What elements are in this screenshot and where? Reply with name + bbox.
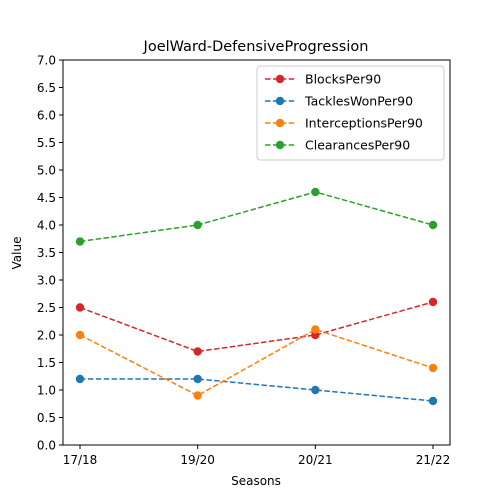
series-BlocksPer90 — [75, 297, 438, 356]
chart-title: JoelWard-DefensiveProgression — [143, 39, 369, 55]
y-tick-label: 6.0 — [37, 109, 56, 123]
y-tick-label: 7.0 — [37, 54, 56, 68]
legend-marker — [275, 140, 285, 150]
legend-item: InterceptionsPer90 — [265, 116, 423, 131]
y-tick-label: 1.5 — [37, 356, 56, 370]
x-tick-label: 21/22 — [416, 453, 451, 467]
data-point — [428, 396, 438, 406]
legend-label: InterceptionsPer90 — [305, 116, 423, 131]
legend-item: BlocksPer90 — [265, 72, 381, 87]
x-tick-label: 19/20 — [180, 453, 215, 467]
x-tick-label: 17/18 — [63, 453, 98, 467]
data-point — [193, 391, 202, 400]
plot-area — [75, 187, 438, 406]
y-tick-label: 4.0 — [37, 219, 56, 233]
series-line — [79, 328, 434, 397]
data-point — [75, 303, 85, 312]
y-tick-label: 5.0 — [37, 164, 56, 178]
series-TacklesWonPer90 — [75, 374, 438, 406]
y-tick-label: 3.5 — [37, 246, 56, 260]
series-line — [79, 191, 434, 243]
y-tick-label: 3.0 — [37, 274, 56, 288]
legend-box — [256, 65, 445, 161]
y-tick-label: 6.5 — [37, 81, 56, 95]
y-axis-label: Value — [10, 237, 24, 270]
data-point — [311, 385, 320, 395]
y-axis: 0.0 0.5 1.0 1.5 2.0 2.5 3.0 3.5 4.0 4.5 5.0 5.5 6.0 6… — [37, 54, 63, 453]
y-tick-label: 1.0 — [37, 384, 56, 398]
y-tick-label: 2.5 — [37, 301, 56, 315]
y-tick-label: 0.5 — [37, 411, 56, 425]
legend-marker — [275, 118, 285, 128]
series-InterceptionsPer90 — [75, 325, 438, 400]
legend: BlocksPer90 TacklesWonPer90 InterceptionsP… — [256, 65, 445, 161]
y-tick-label: 0.0 — [37, 439, 56, 453]
x-tick-label: 20/21 — [298, 453, 333, 467]
data-point — [75, 330, 85, 340]
data-point — [428, 363, 438, 373]
series-line — [80, 378, 434, 402]
legend-marker — [275, 74, 285, 84]
legend-label: TacklesWonPer90 — [304, 94, 413, 109]
legend-item: TacklesWonPer90 — [265, 94, 413, 109]
y-tick-label: 2.0 — [37, 329, 56, 343]
data-point — [193, 220, 202, 230]
series-line — [79, 301, 434, 353]
data-point — [428, 297, 438, 307]
y-tick-label: 4.5 — [37, 191, 56, 205]
legend-item: ClearancesPer90 — [265, 138, 410, 153]
x-axis-label: Seasons — [231, 474, 281, 488]
data-point — [428, 220, 438, 230]
legend-label: BlocksPer90 — [305, 72, 381, 87]
legend-label: ClearancesPer90 — [305, 138, 410, 153]
y-tick-label: 5.5 — [37, 136, 56, 150]
data-point — [193, 374, 202, 384]
x-axis: 17/18 19/20 20/21 21/22 — [63, 445, 451, 467]
series-ClearancesPer90 — [75, 187, 438, 246]
legend-marker — [275, 96, 285, 106]
data-point — [311, 325, 320, 334]
data-point — [75, 374, 85, 384]
data-point — [311, 187, 320, 197]
data-point — [75, 237, 85, 246]
data-point — [193, 347, 202, 356]
